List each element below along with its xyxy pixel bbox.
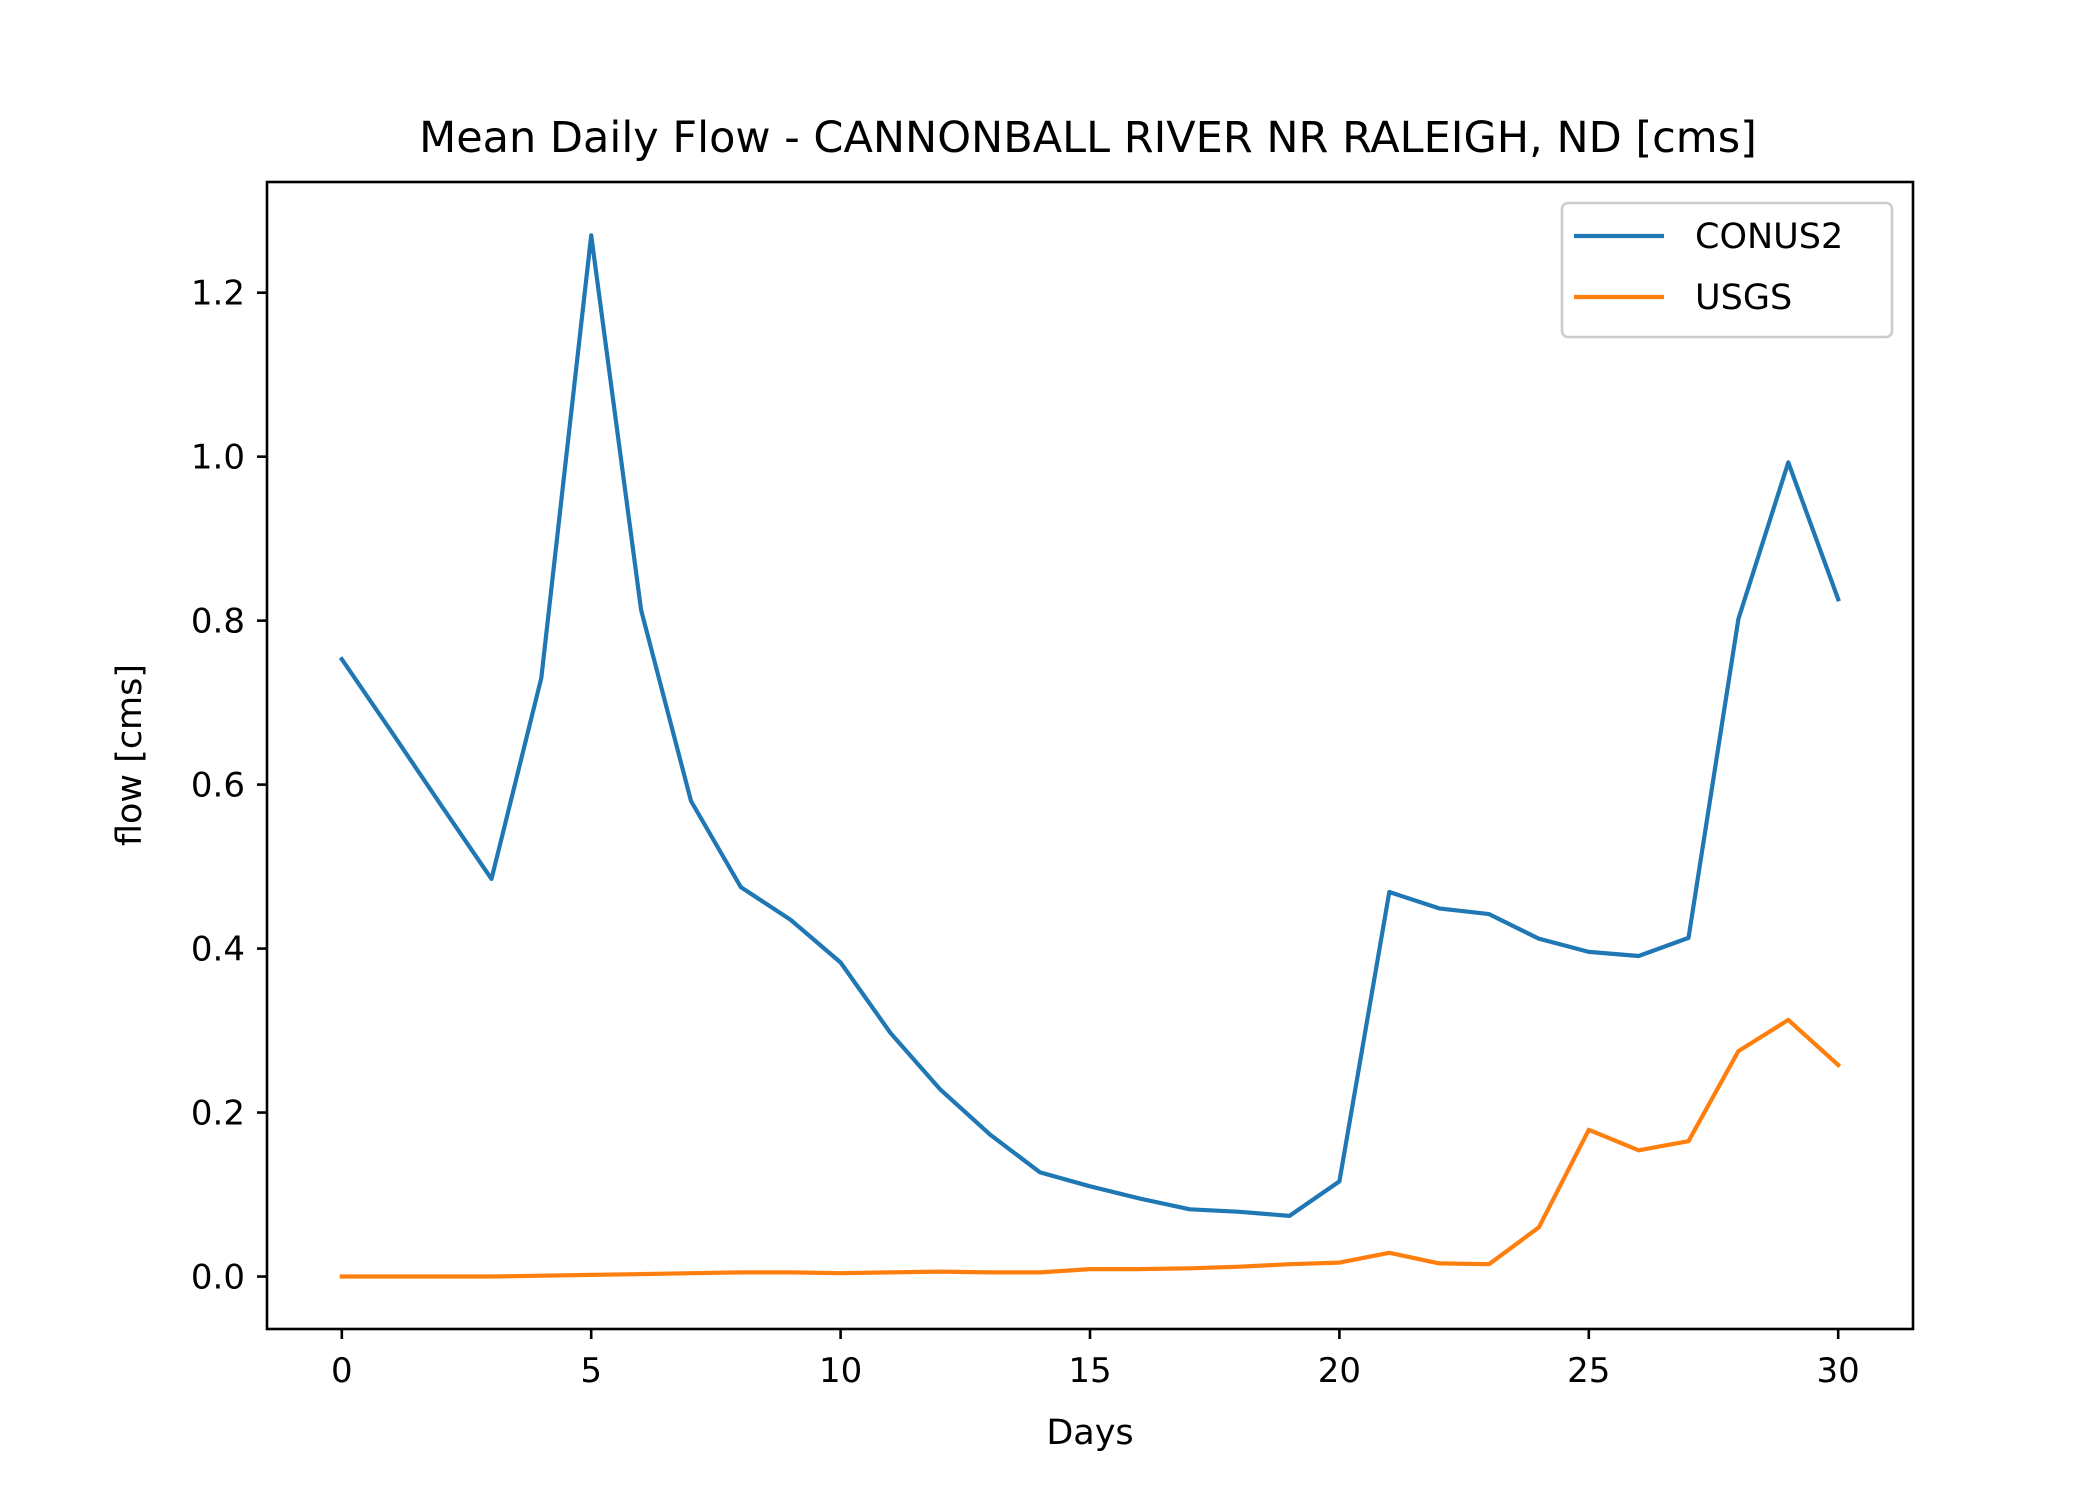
y-tick-label: 1.0 [191,438,245,478]
x-axis: 0 5 10 15 20 25 30 [331,1329,1860,1391]
x-tick-label: 20 [1318,1351,1361,1391]
x-tick-label: 15 [1068,1351,1111,1391]
y-tick-label: 0.8 [191,602,245,642]
y-tick-label: 0.2 [191,1094,245,1134]
chart-title: Mean Daily Flow - CANNONBALL RIVER NR RA… [419,113,1757,163]
legend-label-conus2: CONUS2 [1695,217,1843,257]
x-axis-label: Days [1046,1413,1133,1453]
series-line-conus2 [338,233,1841,1219]
x-tick-label: 30 [1817,1351,1860,1391]
plot-area-frame [265,180,1915,1331]
y-tick-label: 1.2 [191,274,245,314]
y-axis: 0.0 0.2 0.4 0.6 0.8 1.0 1.2 [191,274,267,1298]
x-tick-label: 25 [1567,1351,1610,1391]
plot-marks [338,233,1842,1279]
y-axis-label: flow [cms] [110,664,150,846]
x-tick-label: 5 [580,1351,602,1391]
y-tick-label: 0.6 [191,766,245,806]
x-tick-label: 0 [331,1351,353,1391]
x-tick-label: 10 [819,1351,862,1391]
y-tick-label: 0.4 [191,930,245,970]
legend: CONUS2 USGS [1560,201,1894,339]
y-tick-label: 0.0 [191,1258,245,1298]
series-line-usgs [339,1017,1842,1279]
legend-label-usgs: USGS [1695,278,1792,318]
